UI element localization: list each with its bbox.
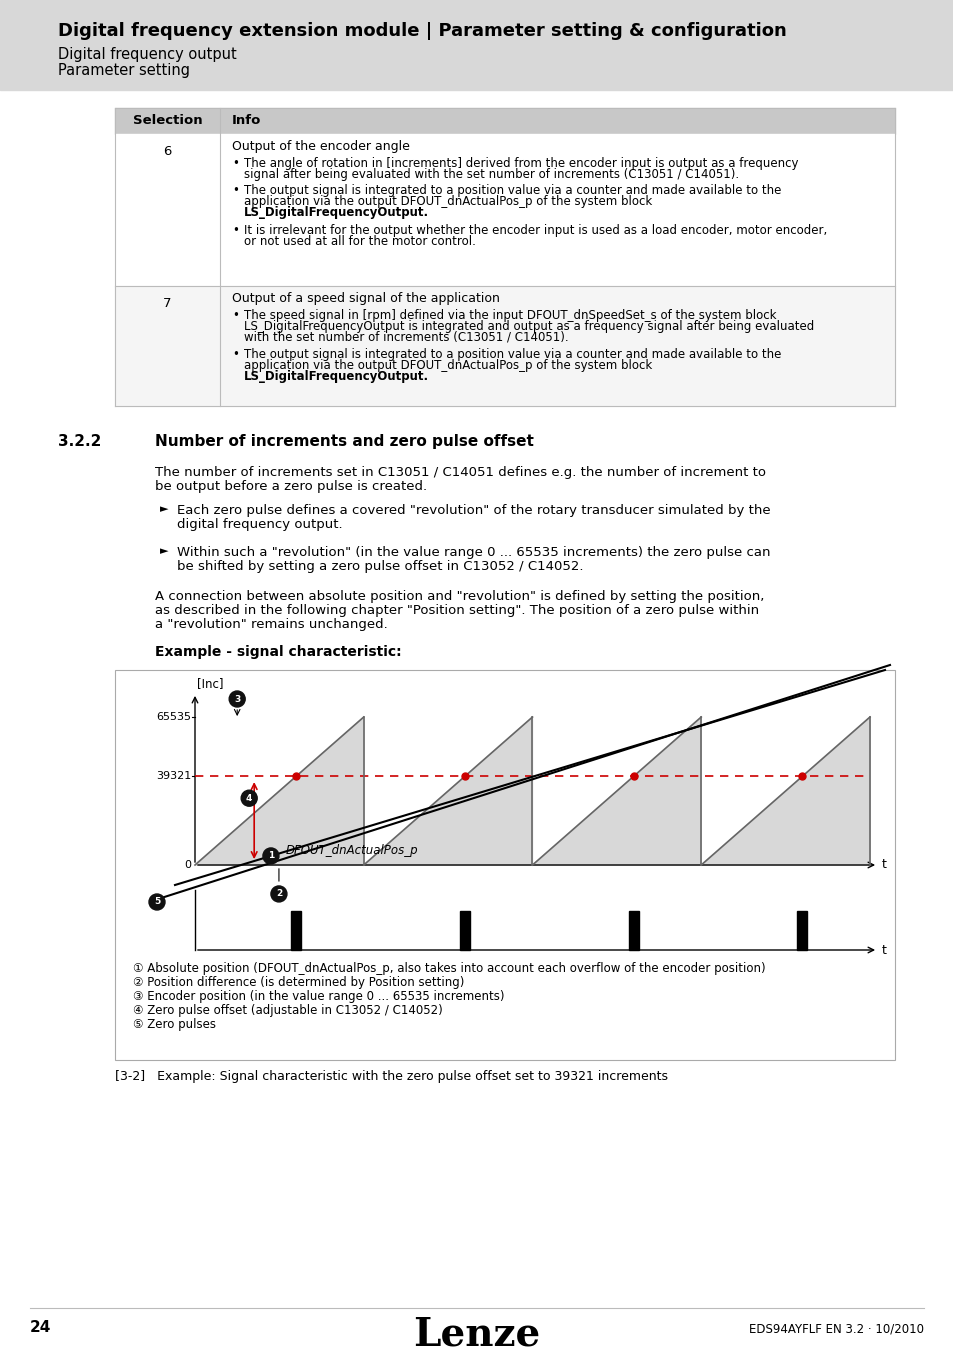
Text: The number of increments set in C13051 / C14051 defines e.g. the number of incre: The number of increments set in C13051 /… [154,466,765,479]
Text: ►: ► [160,545,169,556]
Text: Digital frequency output: Digital frequency output [58,47,236,62]
Text: It is irrelevant for the output whether the encoder input is used as a load enco: It is irrelevant for the output whether … [244,224,826,238]
Text: The angle of rotation in [increments] derived from the encoder input is output a: The angle of rotation in [increments] de… [244,157,798,170]
Bar [0,0,953,90]
Text: Parameter setting: Parameter setting [58,63,190,78]
Bar [115,286,894,406]
Text: Number of increments and zero pulse offset: Number of increments and zero pulse offs… [154,433,534,450]
Text: 65535: 65535 [156,711,191,722]
Text: or not used at all for the motor control.: or not used at all for the motor control… [244,235,476,248]
Text: LS_DigitalFrequencyOutput.: LS_DigitalFrequencyOutput. [244,207,429,219]
Polygon shape [532,717,700,865]
Text: [Inc]: [Inc] [196,676,223,690]
Text: application via the output DFOUT_dnActualPos_p of the system block: application via the output DFOUT_dnActua… [244,359,652,373]
Text: 1: 1 [268,852,274,860]
Text: Output of a speed signal of the application: Output of a speed signal of the applicat… [232,292,499,305]
Text: signal after being evaluated with the set number of increments (C13051 / C14051): signal after being evaluated with the se… [244,167,739,181]
Text: t: t [882,944,886,957]
Circle shape [271,886,287,902]
Text: [3-2]   Example: Signal characteristic with the zero pulse offset set to 39321 i: [3-2] Example: Signal characteristic wit… [115,1071,667,1083]
Text: Example - signal characteristic:: Example - signal characteristic: [154,645,401,659]
Text: 5: 5 [153,898,160,906]
Text: with the set number of increments (C13051 / C14051).: with the set number of increments (C1305… [244,331,568,344]
Text: 4: 4 [246,794,253,803]
Text: Selection: Selection [132,115,202,127]
Text: •: • [232,224,238,238]
Text: ►: ► [160,504,169,514]
Text: 7: 7 [163,297,172,310]
Text: The output signal is integrated to a position value via a counter and made avail: The output signal is integrated to a pos… [244,184,781,197]
Text: 6: 6 [163,144,172,158]
Text: 3.2.2: 3.2.2 [58,433,101,450]
Bar [115,670,894,1060]
Text: application via the output DFOUT_dnActualPos_p of the system block: application via the output DFOUT_dnActua… [244,194,652,208]
Polygon shape [700,717,869,865]
Text: Info: Info [232,115,261,127]
Bar [115,134,894,286]
Text: Each zero pulse defines a covered "revolution" of the rotary transducer simulate: Each zero pulse defines a covered "revol… [177,504,770,517]
Text: Output of the encoder angle: Output of the encoder angle [232,140,410,153]
Text: DFOUT_dnActualPos_p: DFOUT_dnActualPos_p [286,845,418,857]
Bar [797,911,806,950]
Text: digital frequency output.: digital frequency output. [177,518,342,531]
Text: ① Absolute position (DFOUT_dnActualPos_p, also takes into account each overflow : ① Absolute position (DFOUT_dnActualPos_p… [132,963,765,975]
Text: LS_DigitalFrequencyOutput is integrated and output as a frequency signal after b: LS_DigitalFrequencyOutput is integrated … [244,320,814,333]
Text: 39321: 39321 [155,771,191,782]
Text: ③ Encoder position (in the value range 0 ... 65535 increments): ③ Encoder position (in the value range 0… [132,990,504,1003]
Text: The output signal is integrated to a position value via a counter and made avail: The output signal is integrated to a pos… [244,348,781,360]
Text: 0: 0 [184,860,191,869]
Text: be output before a zero pulse is created.: be output before a zero pulse is created… [154,481,427,493]
Text: A connection between absolute position and "revolution" is defined by setting th: A connection between absolute position a… [154,590,763,603]
Text: 24: 24 [30,1320,51,1335]
Text: a "revolution" remains unchanged.: a "revolution" remains unchanged. [154,618,387,630]
Text: LS_DigitalFrequencyOutput.: LS_DigitalFrequencyOutput. [244,370,429,383]
Text: 2: 2 [275,890,282,899]
Text: •: • [232,348,238,360]
Text: •: • [232,184,238,197]
Bar [459,911,470,950]
Polygon shape [363,717,532,865]
Circle shape [241,790,257,806]
Bar [628,911,639,950]
Text: •: • [232,157,238,170]
Text: t: t [882,859,886,872]
Circle shape [263,848,278,864]
Text: The speed signal in [rpm] defined via the input DFOUT_dnSpeedSet_s of the system: The speed signal in [rpm] defined via th… [244,309,776,323]
Bar [115,108,894,134]
Bar [291,911,301,950]
Text: as described in the following chapter "Position setting". The position of a zero: as described in the following chapter "P… [154,603,759,617]
Text: ⑤ Zero pulses: ⑤ Zero pulses [132,1018,215,1031]
Text: Lenze: Lenze [413,1316,540,1350]
Text: 3: 3 [233,694,240,703]
Text: •: • [232,309,238,323]
Text: Digital frequency extension module | Parameter setting & configuration: Digital frequency extension module | Par… [58,22,786,40]
Text: Within such a "revolution" (in the value range 0 ... 65535 increments) the zero : Within such a "revolution" (in the value… [177,545,770,559]
Text: be shifted by setting a zero pulse offset in C13052 / C14052.: be shifted by setting a zero pulse offse… [177,560,583,572]
Circle shape [149,894,165,910]
Text: ② Position difference (is determined by Position setting): ② Position difference (is determined by … [132,976,464,990]
Circle shape [229,691,245,707]
Text: EDS94AYFLF EN 3.2 · 10/2010: EDS94AYFLF EN 3.2 · 10/2010 [748,1322,923,1335]
Polygon shape [194,717,363,865]
Text: ④ Zero pulse offset (adjustable in C13052 / C14052): ④ Zero pulse offset (adjustable in C1305… [132,1004,442,1017]
